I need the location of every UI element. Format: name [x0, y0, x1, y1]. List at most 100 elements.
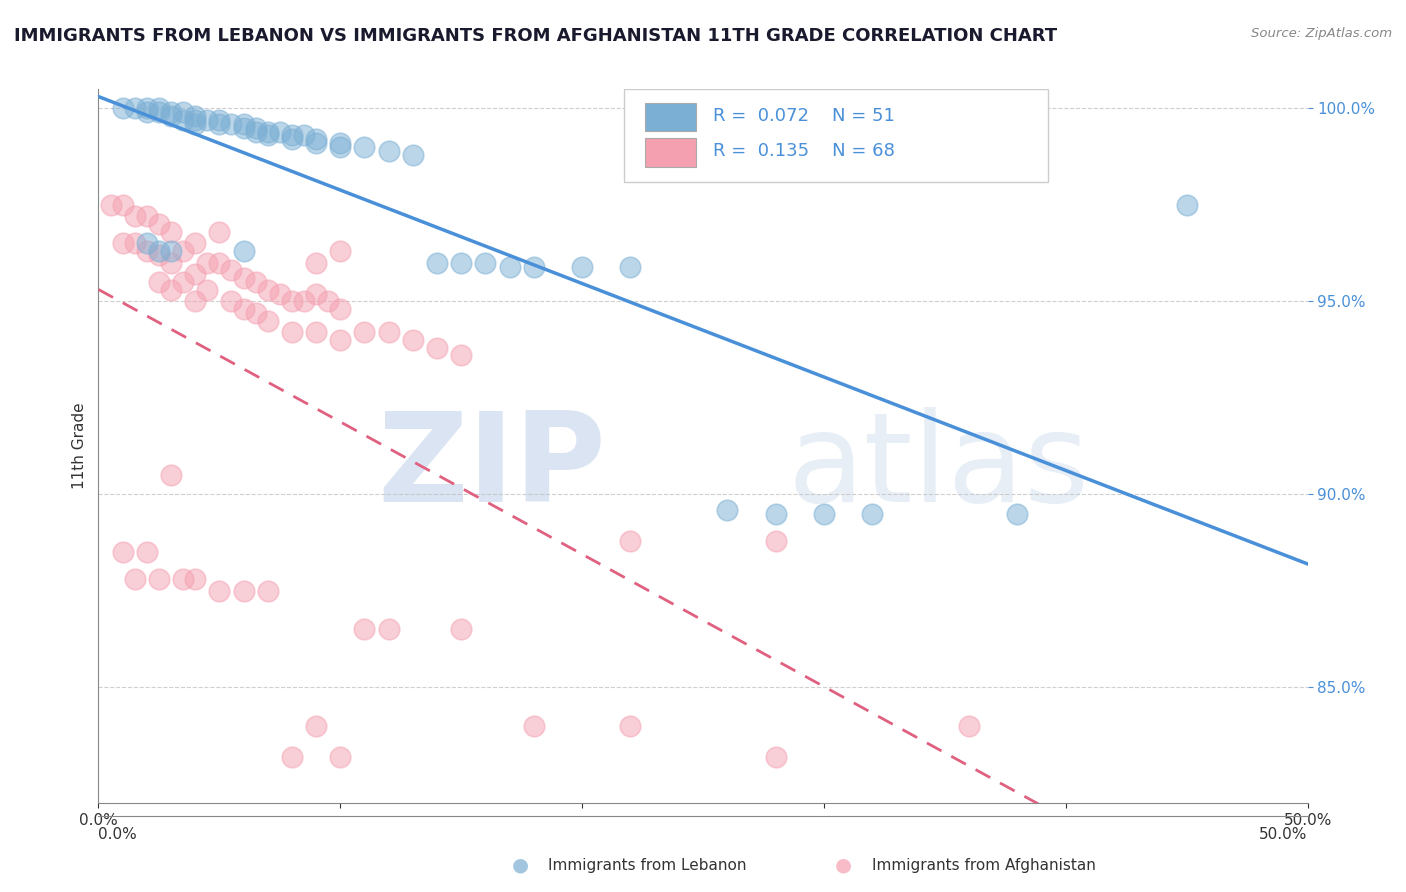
Point: [957, 719, 980, 733]
Y-axis label: 11th Grade: 11th Grade: [72, 402, 87, 490]
Point: [184, 117, 207, 131]
Point: [523, 719, 546, 733]
Point: [245, 125, 267, 139]
Point: [184, 109, 207, 123]
Point: [716, 502, 738, 516]
Point: [184, 236, 207, 251]
Point: [450, 348, 472, 362]
Point: [256, 125, 278, 139]
Point: [377, 622, 399, 636]
Point: [124, 102, 146, 116]
Point: [160, 283, 183, 297]
Point: [765, 749, 787, 764]
Point: [813, 507, 835, 521]
Point: [160, 105, 183, 120]
Point: [353, 140, 375, 154]
Point: [172, 244, 194, 259]
Text: ●: ●: [835, 855, 852, 875]
Point: [329, 136, 352, 151]
Text: 50.0%: 50.0%: [1260, 827, 1308, 841]
Point: [160, 109, 183, 123]
Point: [474, 256, 496, 270]
Point: [160, 467, 183, 482]
Point: [208, 583, 231, 598]
Point: [256, 313, 278, 327]
Point: [256, 283, 278, 297]
Point: [402, 148, 425, 162]
Point: [148, 275, 170, 289]
Point: [232, 583, 254, 598]
Point: [148, 572, 170, 586]
Point: [305, 325, 328, 339]
Point: [195, 113, 218, 128]
Point: [860, 507, 883, 521]
Point: [1007, 507, 1029, 521]
Point: [281, 132, 304, 146]
Point: [765, 507, 787, 521]
Point: [353, 622, 375, 636]
Point: [281, 128, 304, 143]
Point: [329, 749, 352, 764]
Point: [172, 105, 194, 120]
Point: [256, 583, 278, 598]
Text: IMMIGRANTS FROM LEBANON VS IMMIGRANTS FROM AFGHANISTAN 11TH GRADE CORRELATION CH: IMMIGRANTS FROM LEBANON VS IMMIGRANTS FR…: [14, 27, 1057, 45]
Point: [208, 225, 231, 239]
Point: [184, 268, 207, 282]
Point: [619, 533, 641, 548]
Point: [329, 333, 352, 347]
Text: 0.0%: 0.0%: [98, 827, 138, 841]
Point: [305, 132, 328, 146]
Point: [281, 294, 304, 309]
Point: [402, 333, 425, 347]
Point: [148, 105, 170, 120]
Point: [245, 306, 267, 320]
Point: [426, 256, 449, 270]
Point: [184, 113, 207, 128]
Point: [160, 256, 183, 270]
Point: [111, 545, 134, 559]
Point: [329, 244, 352, 259]
Point: [377, 144, 399, 158]
Point: [450, 256, 472, 270]
Point: [124, 236, 146, 251]
Point: [148, 248, 170, 262]
Point: [292, 128, 315, 143]
Point: [100, 198, 122, 212]
Point: [316, 294, 339, 309]
Text: Immigrants from Afghanistan: Immigrants from Afghanistan: [872, 858, 1095, 872]
Point: [353, 325, 375, 339]
Point: [124, 210, 146, 224]
Point: [305, 286, 328, 301]
Point: [619, 719, 641, 733]
Point: [172, 113, 194, 128]
Point: [269, 125, 291, 139]
Point: [305, 719, 328, 733]
Point: [172, 275, 194, 289]
Point: [281, 325, 304, 339]
Point: [135, 236, 157, 251]
Point: [111, 236, 134, 251]
Text: Immigrants from Lebanon: Immigrants from Lebanon: [548, 858, 747, 872]
Point: [305, 136, 328, 151]
Point: [305, 256, 328, 270]
Point: [245, 275, 267, 289]
Point: [619, 260, 641, 274]
Point: [232, 117, 254, 131]
Point: [269, 286, 291, 301]
Point: [523, 260, 546, 274]
Point: [329, 140, 352, 154]
Point: [221, 117, 243, 131]
Point: [195, 256, 218, 270]
Point: [1175, 198, 1198, 212]
Point: [148, 102, 170, 116]
FancyBboxPatch shape: [624, 89, 1047, 182]
Point: [135, 102, 157, 116]
Point: [148, 244, 170, 259]
Point: [135, 244, 157, 259]
Point: [281, 749, 304, 764]
Point: [160, 225, 183, 239]
Point: [256, 128, 278, 143]
Point: [184, 294, 207, 309]
Point: [135, 210, 157, 224]
FancyBboxPatch shape: [645, 103, 696, 131]
